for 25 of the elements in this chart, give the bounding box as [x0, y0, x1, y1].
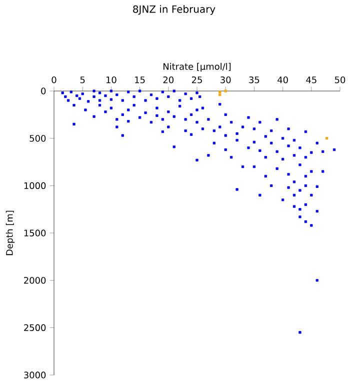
- x-tick-label: 35: [249, 76, 260, 84]
- x-tick-label: 15: [135, 76, 145, 84]
- y-tick-label: 500: [30, 134, 46, 142]
- x-tick-label: 10: [106, 76, 116, 84]
- y-tick-label: 1000: [24, 182, 46, 190]
- x-axis-title: Nitrate [µmol/l]: [164, 62, 231, 72]
- y-tick-label: 1500: [24, 230, 46, 236]
- x-tick-label: 40: [278, 76, 288, 84]
- x-tick-label: 45: [306, 76, 316, 84]
- point: [326, 137, 328, 140]
- y-tick-label: 2500: [24, 324, 46, 332]
- x-tick-label: 50: [334, 76, 346, 84]
- y-tick-label: 2000: [24, 276, 46, 284]
- point: [218, 90, 222, 94]
- y-tick-label: 3000: [24, 372, 46, 378]
- x-tick-label: 20: [163, 76, 174, 84]
- point: [224, 90, 227, 92]
- x-tick-label: 0: [52, 76, 56, 84]
- y-axis-title: Depth [m]: [6, 210, 15, 256]
- chart-title: 8JNZ in February: [133, 5, 216, 15]
- x-tick-label: 30: [220, 76, 231, 84]
- y-tick-label: 0: [41, 88, 46, 94]
- x-tick-label: 5: [80, 76, 85, 84]
- x-tick-label: 25: [192, 76, 202, 84]
- point: [218, 93, 222, 96]
